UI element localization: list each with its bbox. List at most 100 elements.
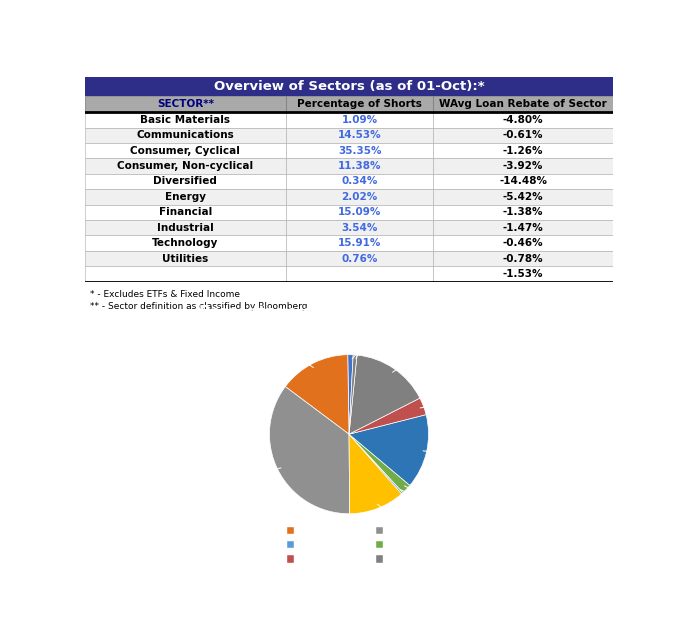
Text: Diversified: Diversified [153, 176, 217, 186]
FancyBboxPatch shape [285, 174, 433, 189]
Text: Utilities: Utilities [162, 253, 208, 264]
FancyBboxPatch shape [285, 143, 433, 158]
Text: -1.47%: -1.47% [503, 222, 543, 233]
Bar [199, 541, 206, 548]
FancyBboxPatch shape [285, 251, 433, 266]
FancyBboxPatch shape [85, 235, 285, 251]
Text: Overview of Sectors (as of 01-Oct):*: Overview of Sectors (as of 01-Oct):* [214, 80, 484, 93]
FancyBboxPatch shape [285, 235, 433, 251]
Bar [375, 527, 383, 534]
Text: -1.38%: -1.38% [503, 207, 543, 217]
Bar [375, 541, 383, 548]
FancyBboxPatch shape [285, 189, 433, 204]
FancyBboxPatch shape [85, 112, 285, 127]
Text: Consumer, Cyclical,
35.35%: Consumer, Cyclical, 35.35% [165, 468, 281, 494]
FancyBboxPatch shape [85, 127, 285, 143]
Text: Consumer, Cyclical: Consumer, Cyclical [387, 526, 468, 535]
FancyBboxPatch shape [433, 127, 613, 143]
Text: -0.46%: -0.46% [503, 238, 543, 248]
FancyBboxPatch shape [433, 189, 613, 204]
Text: Basic Materials,
1.09%: Basic Materials, 1.09% [351, 312, 417, 359]
FancyBboxPatch shape [433, 266, 613, 282]
Text: Financial, 15.09%: Financial, 15.09% [423, 451, 533, 464]
Text: Technology,
15.91%: Technology, 15.91% [393, 332, 462, 372]
Text: Diversified: Diversified [299, 540, 344, 549]
FancyBboxPatch shape [85, 204, 285, 220]
Bar [199, 556, 206, 563]
Text: Consumer, Non-
cyclical, 11.38%: Consumer, Non- cyclical, 11.38% [377, 504, 458, 549]
Text: Diversified, 0.34%: Diversified, 0.34% [400, 490, 502, 522]
Text: Utilities: Utilities [210, 569, 242, 578]
Text: -3.92%: -3.92% [503, 161, 543, 171]
Text: SECTOR**: SECTOR** [157, 99, 214, 109]
Text: 0.34%: 0.34% [341, 176, 378, 186]
Text: Financial: Financial [210, 554, 247, 563]
FancyBboxPatch shape [433, 158, 613, 174]
FancyBboxPatch shape [285, 220, 433, 235]
Text: 35.35%: 35.35% [338, 145, 381, 156]
Text: Consumer, Non-cyclical: Consumer, Non-cyclical [117, 161, 253, 171]
Text: Consumer, Cyclical: Consumer, Cyclical [131, 145, 240, 156]
FancyBboxPatch shape [285, 158, 433, 174]
Text: Energy: Energy [387, 540, 417, 549]
Wedge shape [349, 355, 357, 434]
Text: WAvg Loan Rebate of Sector: WAvg Loan Rebate of Sector [439, 99, 607, 109]
Wedge shape [349, 434, 410, 493]
FancyBboxPatch shape [433, 96, 613, 112]
Bar [375, 556, 383, 563]
Text: Industrial, 3.54%: Industrial, 3.54% [420, 390, 526, 408]
Wedge shape [349, 415, 428, 485]
Text: 1.09%: 1.09% [341, 115, 378, 125]
Bar [199, 527, 206, 534]
FancyBboxPatch shape [85, 96, 285, 112]
FancyBboxPatch shape [285, 96, 433, 112]
Text: Percentage of Shorts: Percentage of Shorts [199, 305, 381, 320]
Text: Energy: Energy [165, 192, 206, 202]
Text: -14.48%: -14.48% [499, 176, 547, 186]
Wedge shape [349, 355, 420, 434]
Text: Consumer, Non-cyclical: Consumer, Non-cyclical [210, 540, 310, 549]
Text: Industrial: Industrial [157, 222, 214, 233]
Text: 0.76%: 0.76% [341, 253, 378, 264]
Bar [287, 556, 294, 563]
Text: Industrial: Industrial [299, 554, 338, 563]
FancyBboxPatch shape [285, 112, 433, 127]
Text: 2.02%: 2.02% [341, 192, 378, 202]
Text: Technology: Technology [387, 554, 434, 563]
Text: -1.53%: -1.53% [503, 269, 543, 279]
Text: Communications: Communications [299, 526, 369, 535]
Wedge shape [349, 434, 402, 514]
Bar [287, 541, 294, 548]
FancyBboxPatch shape [433, 235, 613, 251]
FancyBboxPatch shape [433, 204, 613, 220]
FancyBboxPatch shape [433, 220, 613, 235]
FancyBboxPatch shape [85, 189, 285, 204]
Wedge shape [349, 398, 426, 434]
Text: -0.61%: -0.61% [503, 131, 543, 140]
Text: 15.91%: 15.91% [338, 238, 381, 248]
FancyBboxPatch shape [85, 174, 285, 189]
Text: Basic Materials: Basic Materials [210, 526, 274, 535]
Bar [287, 527, 294, 534]
Text: Percentage of Shorts: Percentage of Shorts [297, 99, 422, 109]
Text: ** - Sector definition as classified by Bloomberg: ** - Sector definition as classified by … [91, 302, 308, 311]
FancyBboxPatch shape [85, 266, 285, 282]
Text: Communications: Communications [136, 131, 234, 140]
FancyBboxPatch shape [285, 266, 433, 282]
Text: 3.54%: 3.54% [341, 222, 378, 233]
FancyBboxPatch shape [85, 251, 285, 266]
FancyBboxPatch shape [85, 158, 285, 174]
Text: -5.42%: -5.42% [503, 192, 543, 202]
Text: Communications,
14.53%: Communications, 14.53% [225, 324, 313, 368]
FancyBboxPatch shape [433, 143, 613, 158]
Text: 11.38%: 11.38% [338, 161, 381, 171]
FancyBboxPatch shape [85, 143, 285, 158]
FancyBboxPatch shape [285, 127, 433, 143]
Text: -1.26%: -1.26% [503, 145, 543, 156]
Bar [199, 570, 206, 577]
Wedge shape [348, 355, 353, 434]
Text: Financial: Financial [159, 207, 212, 217]
Text: 15.09%: 15.09% [338, 207, 381, 217]
Text: Utilities,
0.76%: Utilities, 0.76% [356, 312, 392, 359]
FancyBboxPatch shape [85, 220, 285, 235]
